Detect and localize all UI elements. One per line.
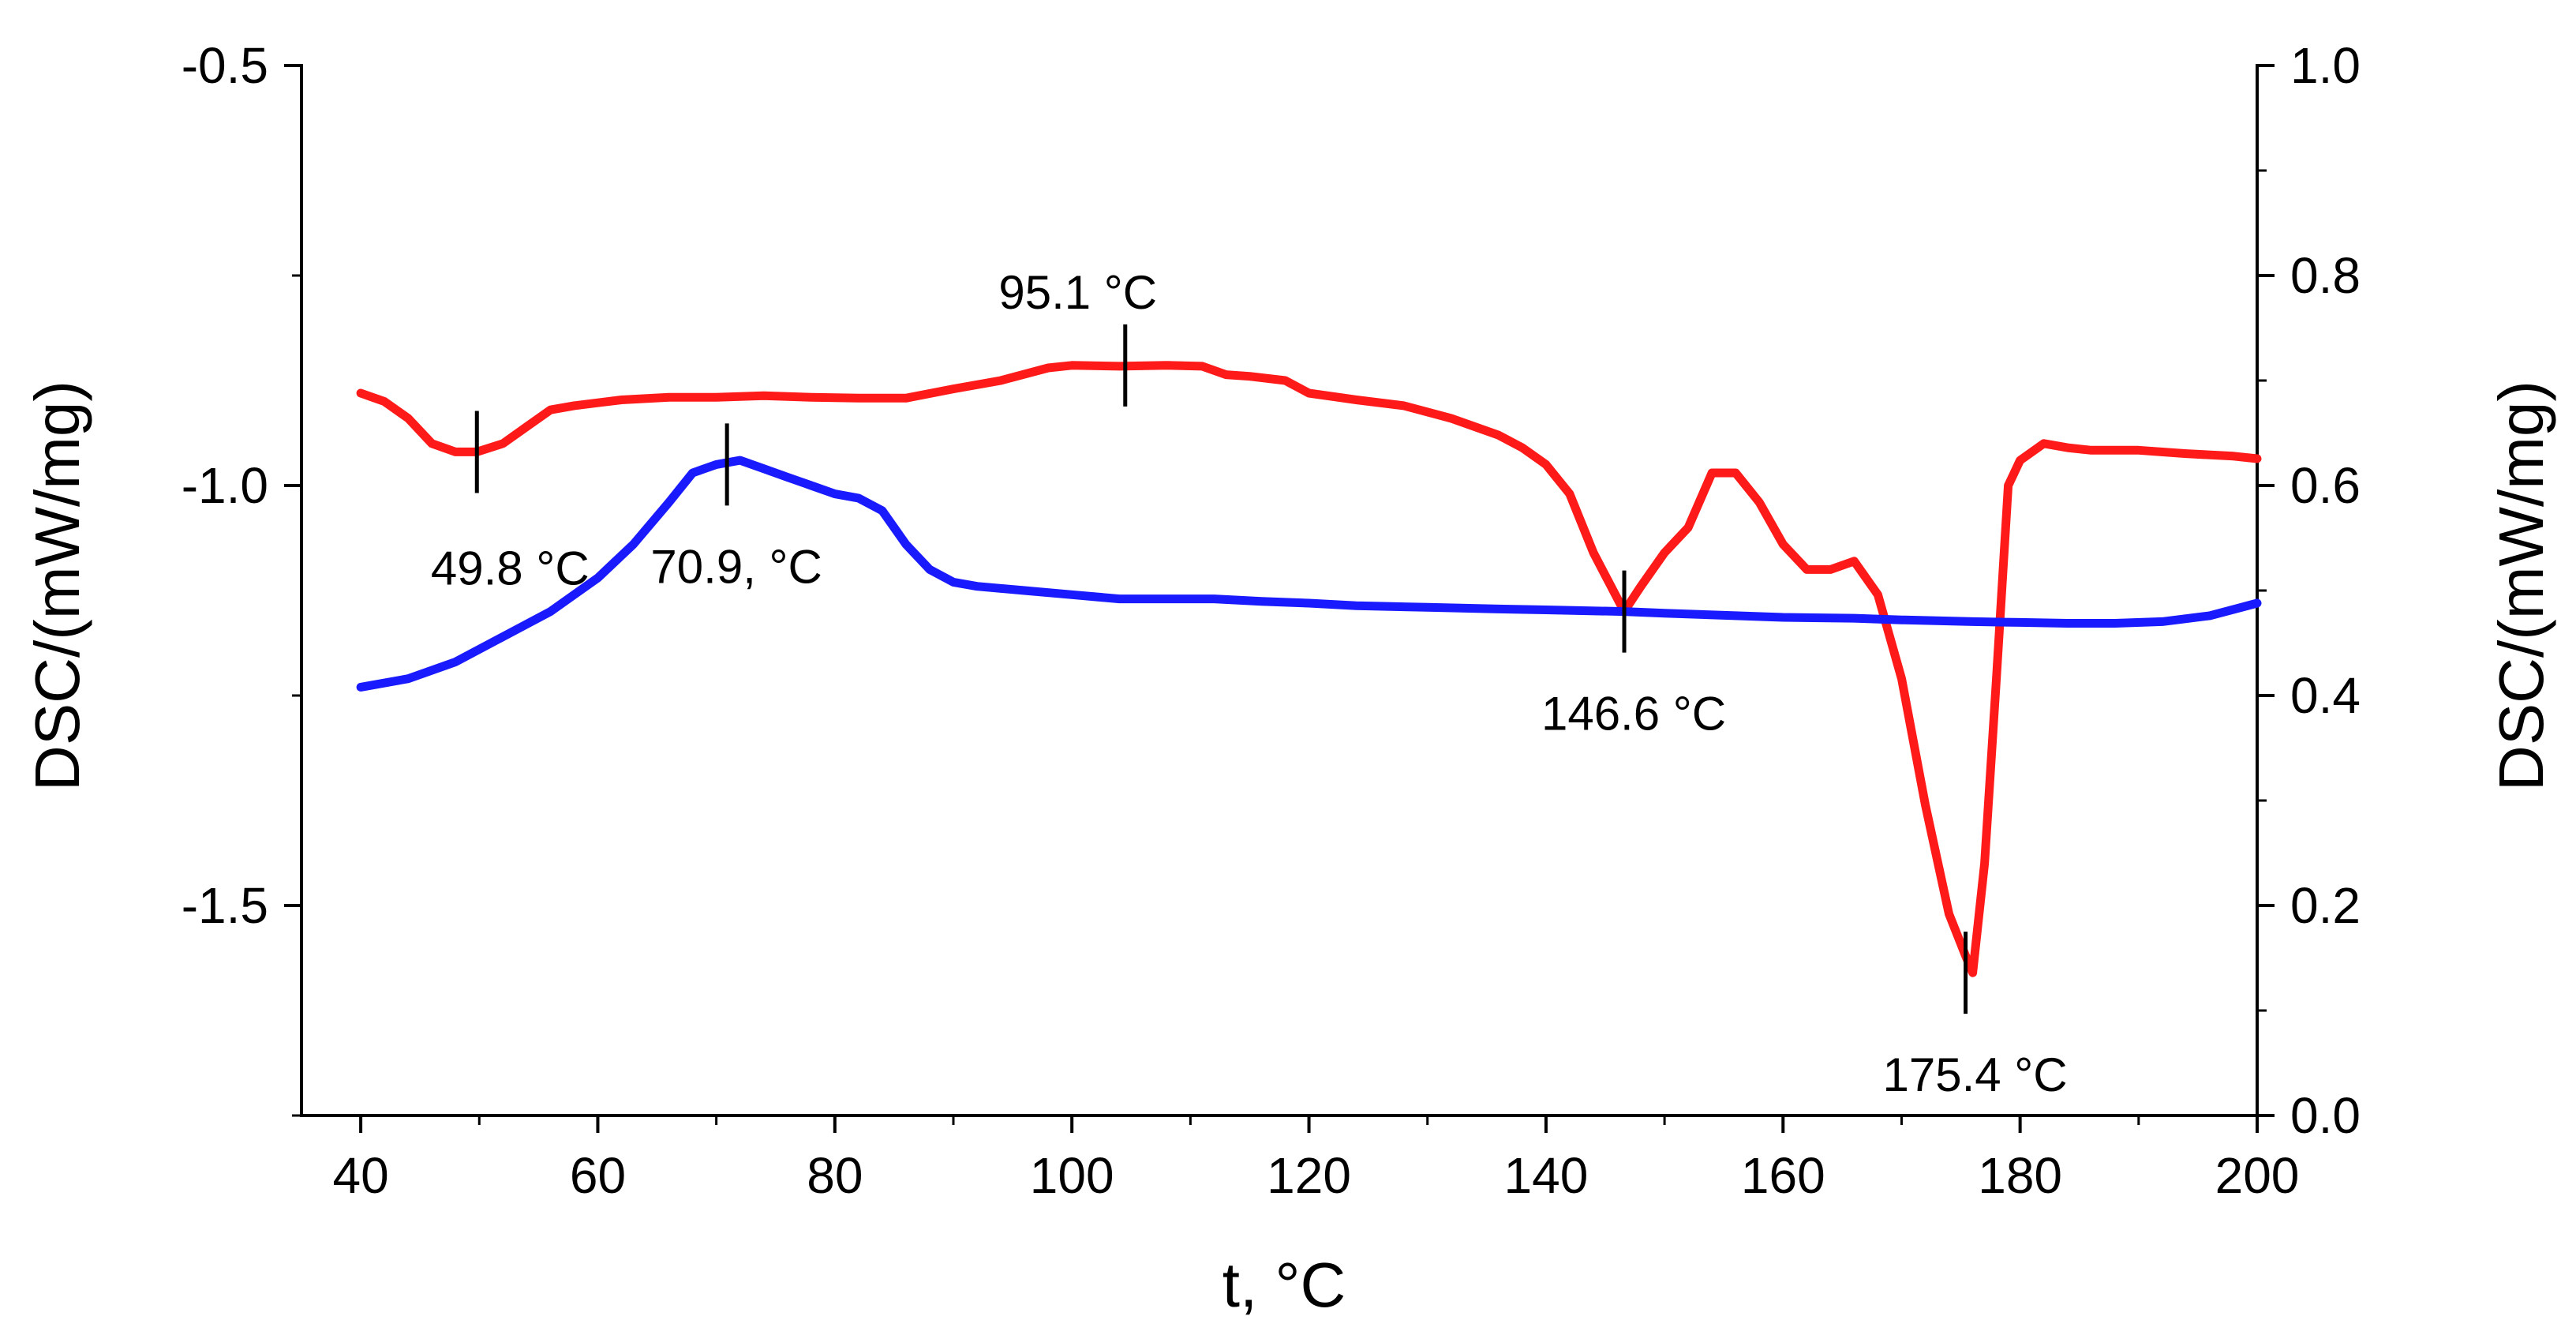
y2-tick-label: 0.0 xyxy=(2290,1087,2361,1144)
x-tick-label: 80 xyxy=(807,1147,863,1204)
x-tick-label: 120 xyxy=(1267,1147,1351,1204)
y2-tick-label: 1.0 xyxy=(2290,37,2361,94)
y-tick-label: -1.0 xyxy=(182,457,268,514)
y2-tick-label: 0.8 xyxy=(2290,247,2361,304)
x-tick-label: 180 xyxy=(1978,1147,2062,1204)
y2-tick-label: 0.6 xyxy=(2290,457,2361,514)
y2-axis-title: DSC/(mW/mg) xyxy=(2486,381,2556,791)
blue-curve-line xyxy=(356,456,2262,692)
x-tick-label: 160 xyxy=(1741,1147,1825,1204)
x-tick-label: 40 xyxy=(332,1147,388,1204)
peak-annotations: 49.8 °C 70.9, °C 95.1 °C 146.6 °C 175.4 °C xyxy=(431,266,2068,1101)
y2-tick-label: 0.2 xyxy=(2290,877,2361,934)
peak-label: 95.1 °C xyxy=(998,266,1157,319)
peak-label: 175.4 °C xyxy=(1882,1048,2067,1101)
x-tick-label: 60 xyxy=(570,1147,626,1204)
x-tick-label: 200 xyxy=(2215,1147,2300,1204)
y-axis-title: DSC/(mW/mg) xyxy=(22,381,92,791)
peak-label: 70.9, °C xyxy=(650,540,822,593)
x-tick-label: 100 xyxy=(1030,1147,1114,1204)
y2-tick-label: 0.4 xyxy=(2290,667,2361,724)
red-curve-line xyxy=(356,361,2262,977)
x-axis-title: t, °C xyxy=(1222,1250,1346,1320)
y-tick-label: -0.5 xyxy=(182,37,268,94)
peak-label: 49.8 °C xyxy=(431,542,590,594)
peak-label: 146.6 °C xyxy=(1541,688,1726,741)
axis-ticks: 40 60 80 100 120 140 160 180 200 -0.5 -1.0 -1.5 0.0 0… xyxy=(182,37,2361,1204)
y-tick-label: -1.5 xyxy=(182,877,268,934)
x-tick-label: 140 xyxy=(1504,1147,1589,1204)
data-series xyxy=(356,361,2262,977)
